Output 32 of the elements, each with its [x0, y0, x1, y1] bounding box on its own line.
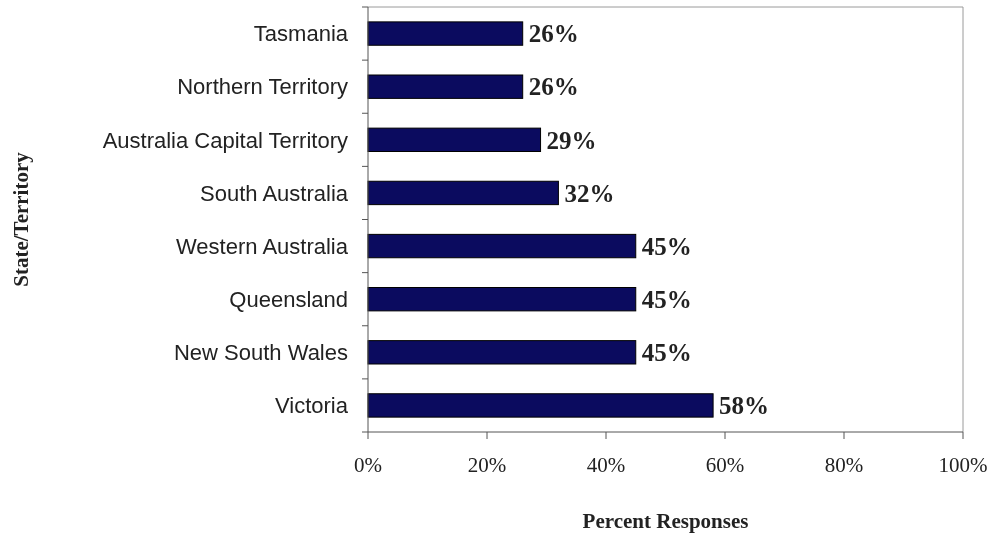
x-tick-label: 40%: [586, 453, 626, 477]
y-tick-label: New South Wales: [173, 340, 348, 366]
bar: [367, 180, 559, 206]
y-tick-label: Western Australia: [175, 233, 349, 259]
data-label: 26%: [528, 73, 579, 101]
bar: [367, 127, 542, 152]
x-tick-label: 60%: [705, 453, 745, 477]
x-tick-label: 100%: [938, 453, 988, 477]
bar: [367, 287, 637, 312]
data-label: 32%: [564, 179, 615, 207]
data-label: 45%: [641, 339, 692, 367]
y-tick-label: South Australia: [200, 180, 349, 206]
y-tick-label: Australia Capital Territory: [102, 127, 348, 153]
bar: [367, 21, 524, 46]
y-tick-label: Northern Territory: [177, 74, 348, 100]
bar: [367, 74, 524, 99]
x-tick-label: 20%: [467, 453, 507, 477]
bar: [367, 393, 714, 418]
data-label: 45%: [641, 232, 692, 260]
x-axis-title: Percent Responses: [582, 509, 749, 533]
data-label: 26%: [528, 20, 579, 48]
x-tick-label: 0%: [354, 453, 382, 477]
y-tick-label: Queensland: [229, 286, 348, 312]
data-label: 58%: [719, 392, 770, 420]
x-tick-label: 80%: [824, 453, 864, 477]
data-label: 45%: [641, 285, 692, 313]
data-label: 29%: [546, 126, 597, 154]
bar: [367, 340, 637, 365]
y-tick-label: Tasmania: [253, 21, 349, 47]
y-axis-title: State/Territory: [9, 151, 33, 287]
y-tick-label: Victoria: [275, 393, 349, 419]
bar: [367, 233, 637, 259]
